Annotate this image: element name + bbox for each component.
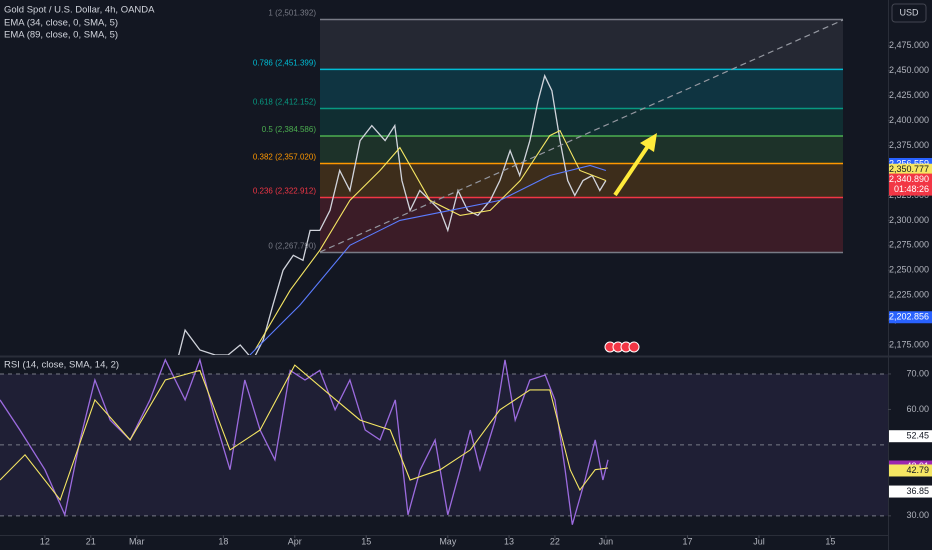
series-line: [178, 73, 607, 355]
price-badge-label: 2,202.856: [889, 312, 929, 322]
price-badge-label: 52.45: [906, 431, 929, 441]
x-tick-label: 17: [683, 536, 693, 546]
price-badge-label: 42.79: [906, 465, 929, 475]
y-tick-label: 2,225.000: [889, 290, 929, 300]
price-badge: [889, 311, 932, 324]
fib-band: [320, 136, 843, 164]
x-tick-label: Jul: [753, 536, 765, 546]
y-tick-label: 2,250.000: [889, 265, 929, 275]
fib-band: [320, 163, 843, 198]
currency[interactable]: USD: [899, 7, 919, 17]
y-tick-label: 70.00: [906, 368, 929, 378]
y-tick-label: 30.00: [906, 510, 929, 520]
y-tick-label: 2,175.000: [889, 339, 929, 349]
x-tick-label: 12: [40, 536, 50, 546]
price-badge-label: 36.85: [906, 486, 929, 496]
y-tick-label: 2,400.000: [889, 115, 929, 125]
x-tick-label: 21: [86, 536, 96, 546]
pane: [178, 18, 843, 355]
x-tick-label: 22: [550, 536, 560, 546]
countdown: 01:48:26: [894, 184, 929, 194]
price-badge: [889, 485, 932, 498]
price-badge-label: 2,356.559: [889, 158, 929, 168]
fib-label: 1 (2,501.392): [268, 9, 316, 18]
series-line: [254, 129, 607, 351]
legend-entry: EMA (89, close, 0, SMA, 5): [4, 30, 118, 41]
y-tick-label: 2,425.000: [889, 90, 929, 100]
x-tick-label: Apr: [288, 536, 302, 546]
rsi-title: RSI (14, close, SMA, 14, 2): [4, 360, 119, 371]
price-badge-label: 2,350.777: [889, 164, 929, 174]
x-tick-label: 15: [825, 536, 835, 546]
price-badge: [889, 430, 932, 443]
x-tick-label: May: [439, 536, 457, 546]
trend-line: [319, 19, 844, 253]
series-line: [249, 164, 607, 355]
fib-band: [320, 19, 843, 70]
fib-label: 0.5 (2,384.586): [262, 125, 317, 134]
event-icon[interactable]: [628, 341, 640, 353]
symbol-title: Gold Spot / U.S. Dollar, 4h, OANDA: [4, 5, 155, 16]
fib-label: 0.618 (2,412.152): [253, 98, 316, 107]
series-line: [0, 364, 609, 502]
x-tick-label: 13: [504, 536, 514, 546]
x-tick-label: 15: [361, 536, 371, 546]
price-badge-label: 2,340.890: [889, 174, 929, 184]
legend-entry: EMA (34, close, 0, SMA, 5): [4, 18, 118, 29]
price-badge: [889, 464, 932, 477]
x-tick-label: Mar: [129, 536, 145, 546]
fib-band: [320, 197, 843, 253]
arrow-head: [640, 133, 657, 152]
fib-band: [320, 108, 843, 137]
y-tick-label: 2,275.000: [889, 240, 929, 250]
fib-band: [320, 69, 843, 109]
y-tick-label: 60.00: [906, 404, 929, 414]
fib-label: 0 (2,267.790): [268, 242, 316, 251]
x-tick-label: Jun: [599, 536, 614, 546]
currency-button[interactable]: [891, 3, 927, 23]
y-tick-label: 2,450.000: [889, 65, 929, 75]
y-tick-label: 2,475.000: [889, 40, 929, 50]
price-badge: [889, 163, 932, 176]
fib-label: 0.786 (2,451.399): [253, 59, 316, 68]
price-badge: [889, 173, 932, 196]
x-tick-label: 18: [218, 536, 228, 546]
y-tick-label: 2,375.000: [889, 140, 929, 150]
fib-label: 0.236 (2,322.912): [253, 187, 316, 196]
pane: [0, 358, 888, 525]
event-icons[interactable]: [604, 341, 640, 353]
y-tick-label: 2,300.000: [889, 215, 929, 225]
arrow-shaft: [613, 144, 650, 197]
fib-label: 0.382 (2,357.020): [253, 153, 316, 162]
